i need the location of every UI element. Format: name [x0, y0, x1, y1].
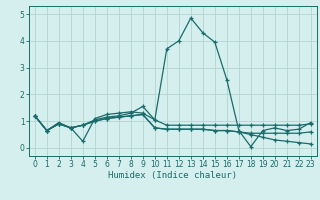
X-axis label: Humidex (Indice chaleur): Humidex (Indice chaleur) [108, 171, 237, 180]
